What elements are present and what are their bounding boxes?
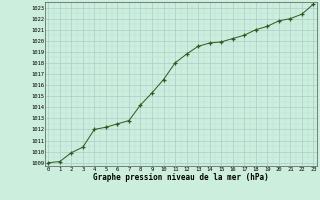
X-axis label: Graphe pression niveau de la mer (hPa): Graphe pression niveau de la mer (hPa) <box>93 173 269 182</box>
